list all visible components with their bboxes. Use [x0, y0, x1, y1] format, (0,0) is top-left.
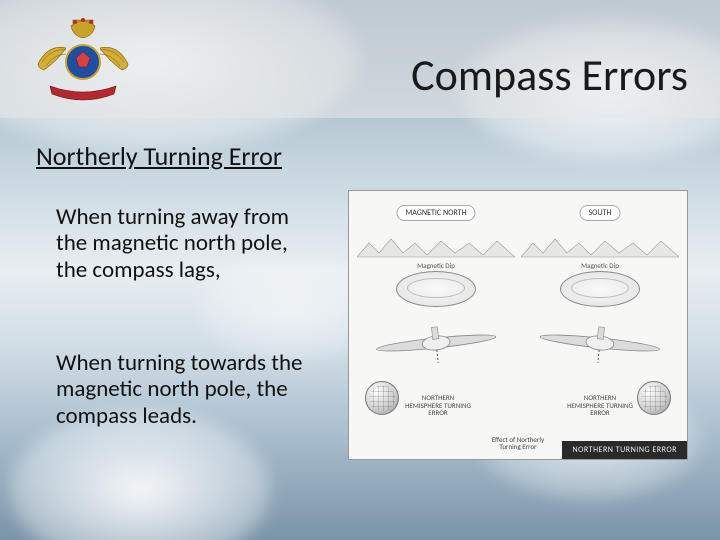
diagram-panel-left: MAGNETIC NORTH Magnetic Dip NORTHERN HEM… — [357, 199, 515, 419]
body-paragraph-1: When turning away from the magnetic nort… — [56, 204, 306, 283]
mountains-icon — [521, 233, 679, 259]
mountains-icon — [357, 233, 515, 259]
section-subtitle: Northerly Turning Error — [36, 140, 282, 172]
globe-icon — [365, 381, 399, 415]
magnetic-dip-label: Magnetic Dip — [581, 261, 619, 270]
body-paragraph-2: When turning towards the magnetic north … — [56, 350, 316, 429]
magnetic-dip-label: Magnetic Dip — [417, 261, 455, 270]
compass-disc-icon — [396, 271, 476, 307]
panel-bottom-caption: NORTHERN HEMISPHERE TURNING ERROR — [403, 394, 473, 417]
panel-top-label: MAGNETIC NORTH — [396, 205, 475, 221]
airplane-icon — [533, 312, 667, 371]
page-title: Compass Errors — [411, 48, 688, 102]
airplane-icon — [369, 312, 503, 371]
diagram-center-caption: Effect of Northerly Turning Error — [483, 436, 553, 451]
panel-bottom-caption: NORTHERN HEMISPHERE TURNING ERROR — [565, 394, 635, 417]
panel-top-label: SOUTH — [580, 205, 621, 221]
compass-disc-icon — [560, 271, 640, 307]
slide: Compass Errors Northerly Turning Error W… — [0, 0, 720, 540]
diagram-footer-badge: NORTHERN TURNING ERROR — [562, 441, 687, 459]
turning-error-diagram: MAGNETIC NORTH Magnetic Dip NORTHERN HEM… — [348, 190, 688, 460]
diagram-panel-right: SOUTH Magnetic Dip NORTHERN HEMISPHERE T… — [521, 199, 679, 419]
air-cadets-crest-icon — [28, 14, 138, 104]
globe-icon — [637, 381, 671, 415]
